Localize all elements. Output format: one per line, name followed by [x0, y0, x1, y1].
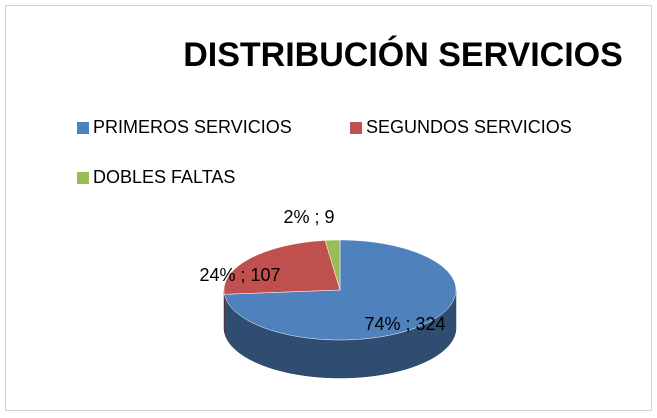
- data-label: 74% ; 324: [364, 314, 445, 334]
- legend-swatch: [350, 122, 362, 134]
- slice: [324, 239, 341, 291]
- legend-label: SEGUNDOS SERVICIOS: [366, 117, 572, 137]
- legend-swatch: [77, 122, 89, 134]
- slice: [223, 240, 341, 295]
- data-label: 2% ; 9: [283, 207, 334, 227]
- chart-title: DISTRIBUCIÓN SERVICIOS: [183, 36, 623, 74]
- legend-label: PRIMEROS SERVICIOS: [93, 117, 292, 137]
- legend-swatch: [77, 172, 89, 184]
- data-label: 24% ; 107: [199, 265, 280, 285]
- legend-label: DOBLES FALTAS: [93, 167, 235, 187]
